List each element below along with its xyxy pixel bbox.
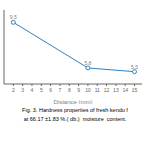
svg-text:14: 14	[122, 87, 128, 93]
svg-text:5: 5	[40, 87, 43, 93]
svg-text:11: 11	[95, 87, 100, 93]
svg-text:13: 13	[113, 87, 119, 93]
svg-text:5.8: 5.8	[84, 60, 91, 66]
html-text:Fig. 3. Hardness properties of: Fig. 3. Hardness properties of fresh ​ke…	[22, 107, 128, 113]
svg-text:15: 15	[132, 87, 138, 93]
svg-text:4: 4	[31, 87, 34, 93]
svg-text:9.5: 9.5	[10, 14, 17, 20]
svg-text:5.5: 5.5	[131, 64, 138, 70]
svg-text:3: 3	[21, 87, 24, 93]
svg-text:10: 10	[85, 87, 91, 93]
svg-text:2: 2	[12, 87, 15, 93]
svg-text:6: 6	[49, 87, 52, 93]
svg-text:12: 12	[104, 87, 110, 93]
svg-text:8: 8	[68, 87, 71, 93]
html-text:at 66.17 ±1.83 %.( db.) moistu: at 66.17 ±1.83 %.( db.) moisture content…	[23, 116, 127, 122]
svg-text:9: 9	[77, 87, 80, 93]
svg-text:Distance (mm): Distance (mm)	[53, 99, 92, 104]
svg-text:7: 7	[59, 87, 62, 93]
